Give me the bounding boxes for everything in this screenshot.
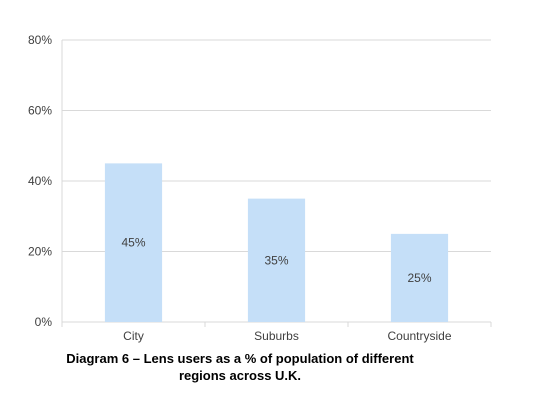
- x-tick-label: Suburbs: [254, 329, 299, 343]
- y-tick-label: 60%: [28, 104, 52, 118]
- caption-line-1: Diagram 6 – Lens users as a % of populat…: [66, 351, 414, 366]
- bar: [390, 233, 449, 322]
- chart-caption: Diagram 6 – Lens users as a % of populat…: [40, 350, 440, 384]
- bar: [104, 163, 163, 322]
- labels: 0% 20% 40% 60% 80% City 45% Suburbs 35% Countrysi…: [28, 33, 452, 343]
- y-tick-label: 0%: [35, 315, 53, 329]
- data-label: 35%: [264, 253, 288, 267]
- y-tick-label: 40%: [28, 174, 52, 188]
- bars: [104, 163, 449, 322]
- y-tick-label: 80%: [28, 33, 52, 47]
- y-tick-label: 20%: [28, 245, 52, 259]
- x-tick-label: Countryside: [387, 329, 451, 343]
- x-tick-label: City: [123, 329, 144, 343]
- data-label: 45%: [121, 236, 145, 250]
- caption-line-2: regions across U.K.: [178, 368, 302, 383]
- data-label: 25%: [407, 271, 431, 285]
- bar: [247, 198, 306, 322]
